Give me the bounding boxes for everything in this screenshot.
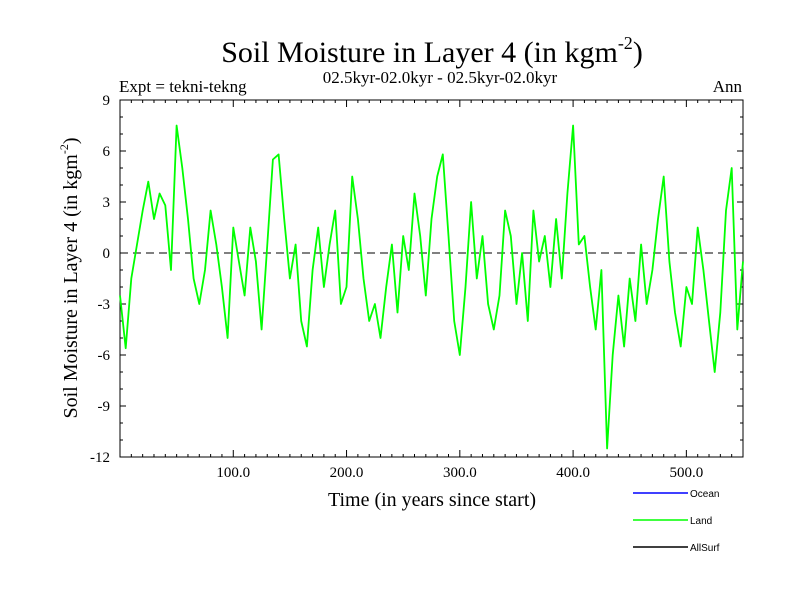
- x-tick-label: 500.0: [669, 465, 703, 481]
- x-tick-label: 200.0: [330, 465, 364, 481]
- series-line-land: [119, 124, 744, 450]
- legend-label-ocean: Ocean: [690, 489, 719, 500]
- y-tick-label: 3: [103, 195, 111, 211]
- y-tick-label: 0: [103, 246, 111, 262]
- y-axis-title-sup: -2: [57, 144, 71, 154]
- y-tick-label: -12: [90, 450, 110, 466]
- y-axis-title-main: Soil Moisture in Layer 4 (in kgm: [60, 154, 82, 419]
- plot-frame: [119, 99, 744, 458]
- y-tick-label: -9: [98, 399, 111, 415]
- chart-title: Soil Moisture in Layer 4 (in kgm-2): [221, 33, 643, 69]
- y-axis-title: Soil Moisture in Layer 4 (in kgm-2): [57, 137, 82, 418]
- y-axis-title-close: ): [60, 137, 82, 144]
- legend-label-land: Land: [690, 516, 712, 527]
- y-tick-label: 9: [103, 93, 111, 109]
- chart-subtitle: 02.5kyr-02.0kyr - 02.5kyr-02.0kyr: [323, 68, 558, 87]
- y-tick-label: -3: [98, 297, 111, 313]
- legend-label-allsurf: AllSurf: [690, 543, 720, 554]
- x-axis: 100.0 200.0 300.0 400.0 500.0: [130, 100, 733, 481]
- chart-title-sup: -2: [618, 33, 633, 53]
- x-axis-title: Time (in years since start): [328, 489, 536, 511]
- x-tick-label: 100.0: [216, 465, 250, 481]
- chart-title-close: ): [633, 36, 643, 69]
- y-tick-label: -6: [98, 348, 111, 364]
- period-label: Ann: [713, 77, 743, 96]
- legend: Ocean Land AllSurf: [633, 489, 720, 554]
- x-tick-label: 300.0: [443, 465, 477, 481]
- expt-label: Expt = tekni-tekng: [119, 77, 247, 96]
- chart-title-main: Soil Moisture in Layer 4 (in kgm: [221, 36, 618, 69]
- series-layer: [119, 124, 744, 450]
- x-tick-label: 400.0: [556, 465, 590, 481]
- y-tick-label: 6: [103, 144, 111, 160]
